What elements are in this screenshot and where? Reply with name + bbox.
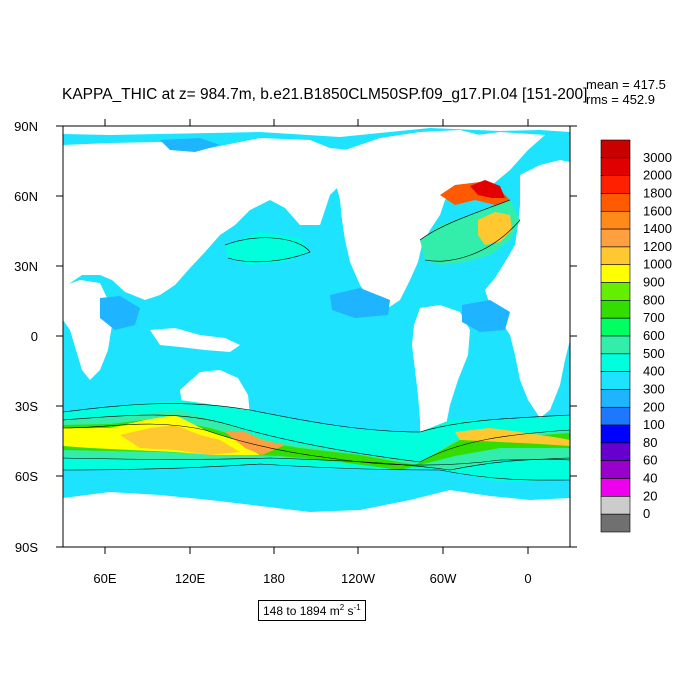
contour-line — [63, 457, 570, 471]
colorbar-swatch — [600, 175, 631, 194]
colorbar-swatch — [600, 371, 631, 390]
contour-line — [419, 199, 511, 241]
colorbar-swatch — [600, 389, 631, 408]
colorbar-label: 800 — [643, 292, 665, 307]
band-1200-south — [225, 432, 285, 455]
land-arctic-cap — [63, 126, 570, 137]
colorbar-swatch — [600, 228, 631, 248]
band-200-eq-pacific — [330, 288, 390, 318]
band-2000-gulfstream — [470, 180, 505, 198]
band-1000-south — [120, 425, 240, 455]
band-200-indian — [100, 296, 140, 330]
range-text: 148 to 1894 m — [263, 604, 340, 618]
contour-line — [63, 403, 570, 433]
colorbar-label: 3000 — [643, 150, 672, 165]
colorbar-label: 100 — [643, 417, 665, 432]
colorbar-label: 1400 — [643, 221, 672, 236]
land-europe-africa — [485, 160, 570, 418]
colorbar-label: 20 — [643, 488, 657, 503]
colorbar-swatch — [600, 478, 631, 497]
colorbar-swatch — [600, 353, 631, 372]
contour-line — [63, 414, 570, 463]
x-tick-label: 60W — [430, 571, 457, 586]
y-tick-label: 60S — [15, 469, 38, 484]
colorbar-swatch — [600, 496, 631, 515]
x-tick-label: 120W — [341, 571, 376, 586]
band-200-arctic — [160, 138, 220, 152]
colorbar-label: 600 — [643, 328, 665, 343]
colorbar-swatch — [600, 335, 631, 355]
colorbar-swatch — [600, 157, 631, 176]
contour-line — [224, 237, 311, 263]
colorbar-swatch — [600, 264, 631, 283]
colorbar-swatch — [600, 193, 631, 212]
unit-mid: s — [344, 604, 354, 618]
map-field — [63, 126, 570, 547]
y-tick-label: 0 — [31, 329, 38, 344]
colorbar-label: 700 — [643, 310, 665, 325]
colorbar-swatch — [600, 317, 631, 337]
data-range-label: 148 to 1894 m2 s-1 — [258, 600, 366, 621]
colorbar-label: 60 — [643, 453, 657, 468]
y-axis-ticks — [56, 125, 577, 548]
land-greenland — [440, 132, 545, 188]
land-west-europe-edge — [63, 280, 112, 380]
y-tick-label: 30N — [14, 259, 38, 274]
x-tick-label: 180 — [263, 571, 285, 586]
colorbar-label: 1000 — [643, 257, 672, 272]
colorbar-swatch — [600, 246, 631, 266]
colorbar-swatch — [600, 424, 631, 444]
colorbar-label: 200 — [643, 399, 665, 414]
plot-title: KAPPA_THIC at z= 984.7m, b.e21.B1850CLM5… — [62, 86, 588, 103]
colorbar-label: 0 — [643, 506, 650, 521]
colorbar-label: 500 — [643, 346, 665, 361]
x-tick-label: 60E — [93, 571, 116, 586]
colorbar-label: 1800 — [643, 185, 672, 200]
colorbar-swatch — [600, 513, 631, 533]
band-200-atl-tropic — [462, 300, 510, 332]
land-arctic-eurasia — [63, 138, 360, 300]
y-tick-label: 90N — [14, 119, 38, 134]
rms-stat: rms = 452.9 — [586, 92, 656, 107]
colorbar-swatch — [600, 300, 631, 319]
colorbar-label: 900 — [643, 275, 665, 290]
contour-line — [63, 463, 570, 481]
land-indonesia — [150, 328, 240, 352]
y-tick-label: 30S — [15, 399, 38, 414]
band-900-atlantic — [455, 428, 570, 446]
colorbar-swatch — [600, 210, 631, 230]
colorbar-label: 1600 — [643, 203, 672, 218]
colorbar-swatch — [600, 406, 631, 426]
land-south-america — [412, 305, 470, 470]
x-tick-label: 120E — [175, 571, 206, 586]
colorbar-label: 2000 — [643, 168, 672, 183]
x-axis-ticks — [104, 119, 529, 554]
colorbar-label: 300 — [643, 381, 665, 396]
colorbar-swatch — [600, 460, 631, 479]
colorbar-label: 40 — [643, 471, 657, 486]
colorbar: 3000200018001600140012001000900800700600… — [600, 139, 672, 533]
contour-line — [424, 219, 521, 262]
land-antarctica — [63, 490, 570, 547]
band-1000-gulfstream — [478, 212, 512, 245]
colorbar-label: 1200 — [643, 239, 672, 254]
unit-sup-2: -1 — [353, 603, 361, 612]
x-tick-label: 0 — [524, 571, 531, 586]
mean-stat: mean = 417.5 — [586, 77, 666, 92]
colorbar-label: 80 — [643, 435, 657, 450]
y-tick-label: 60N — [14, 189, 38, 204]
colorbar-swatch — [600, 442, 631, 462]
unit-sup-1: 2 — [339, 603, 345, 612]
y-tick-label: 90S — [15, 540, 38, 555]
colorbar-swatch — [600, 139, 631, 159]
colorbar-label: 400 — [643, 364, 665, 379]
contour-lines — [63, 199, 570, 481]
colorbar-swatch — [600, 282, 631, 301]
contour-line — [63, 423, 570, 466]
